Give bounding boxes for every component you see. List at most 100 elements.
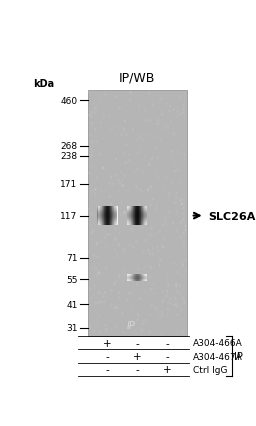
Circle shape	[124, 212, 125, 214]
Circle shape	[151, 288, 152, 291]
Circle shape	[183, 265, 184, 266]
Circle shape	[123, 153, 125, 155]
Text: +: +	[163, 364, 171, 374]
Bar	[114, 207, 115, 226]
Circle shape	[111, 177, 112, 178]
Circle shape	[91, 116, 92, 118]
Circle shape	[180, 200, 181, 201]
Circle shape	[151, 227, 152, 230]
Bar	[127, 219, 147, 220]
Circle shape	[185, 226, 186, 228]
Text: 41: 41	[66, 300, 78, 309]
Bar	[98, 211, 117, 212]
Bar	[98, 221, 117, 222]
Circle shape	[105, 329, 106, 331]
Bar	[98, 208, 117, 209]
Bar	[127, 222, 147, 223]
Circle shape	[136, 241, 137, 243]
Text: 171: 171	[60, 180, 78, 189]
Bar	[98, 223, 117, 224]
Circle shape	[141, 207, 142, 210]
Circle shape	[122, 313, 123, 315]
Bar	[131, 275, 132, 282]
Circle shape	[124, 175, 125, 177]
Bar	[127, 218, 147, 219]
Circle shape	[183, 105, 184, 107]
Bar	[145, 207, 146, 226]
Circle shape	[185, 302, 186, 304]
Circle shape	[142, 323, 143, 325]
Circle shape	[129, 292, 130, 294]
Circle shape	[162, 311, 163, 313]
Circle shape	[95, 109, 97, 110]
Circle shape	[104, 301, 105, 303]
Bar	[127, 207, 147, 208]
Text: -: -	[105, 351, 109, 361]
Circle shape	[99, 301, 100, 303]
Circle shape	[167, 308, 168, 310]
Circle shape	[126, 299, 128, 301]
Bar	[116, 207, 117, 226]
Text: 31: 31	[66, 323, 78, 332]
Text: 55: 55	[66, 275, 78, 284]
Circle shape	[152, 199, 154, 201]
Circle shape	[169, 106, 171, 108]
Circle shape	[111, 304, 112, 306]
Bar	[98, 218, 117, 219]
Text: 238: 238	[60, 152, 78, 161]
Circle shape	[152, 105, 153, 106]
Circle shape	[182, 297, 184, 299]
Circle shape	[115, 213, 116, 215]
Circle shape	[182, 262, 183, 263]
Circle shape	[93, 231, 94, 233]
Circle shape	[125, 135, 127, 136]
Circle shape	[175, 286, 177, 288]
Bar	[145, 275, 146, 282]
Circle shape	[175, 304, 176, 306]
Text: IP: IP	[234, 351, 243, 361]
Circle shape	[162, 246, 163, 248]
Bar	[127, 206, 147, 207]
Circle shape	[118, 180, 119, 181]
Circle shape	[91, 155, 92, 157]
Circle shape	[101, 191, 102, 193]
Circle shape	[159, 231, 160, 233]
Text: +: +	[103, 338, 112, 348]
Bar	[135, 275, 136, 282]
Circle shape	[95, 268, 97, 270]
Circle shape	[175, 202, 176, 204]
Circle shape	[133, 324, 135, 326]
Bar	[98, 219, 117, 220]
Bar	[115, 207, 116, 226]
Bar	[146, 275, 147, 282]
Bar	[127, 208, 147, 209]
Bar	[98, 216, 117, 217]
Circle shape	[157, 246, 158, 248]
Circle shape	[111, 290, 112, 291]
Circle shape	[99, 272, 100, 274]
Circle shape	[109, 196, 110, 198]
Bar	[132, 275, 133, 282]
Bar	[130, 207, 131, 226]
Bar	[106, 207, 107, 226]
Circle shape	[185, 259, 186, 261]
Circle shape	[123, 185, 124, 187]
Circle shape	[89, 278, 90, 280]
Bar	[98, 217, 117, 218]
Bar	[134, 275, 135, 282]
Bar	[146, 207, 147, 226]
Circle shape	[151, 204, 152, 207]
Circle shape	[162, 114, 163, 116]
Bar	[102, 207, 103, 226]
Circle shape	[167, 127, 168, 129]
Circle shape	[99, 272, 100, 274]
Circle shape	[170, 298, 171, 300]
Circle shape	[116, 97, 117, 99]
Circle shape	[180, 237, 182, 239]
Circle shape	[162, 301, 163, 303]
Bar	[100, 207, 101, 226]
Circle shape	[100, 331, 101, 333]
Circle shape	[177, 314, 178, 316]
Bar	[127, 216, 147, 217]
Bar	[105, 207, 106, 226]
